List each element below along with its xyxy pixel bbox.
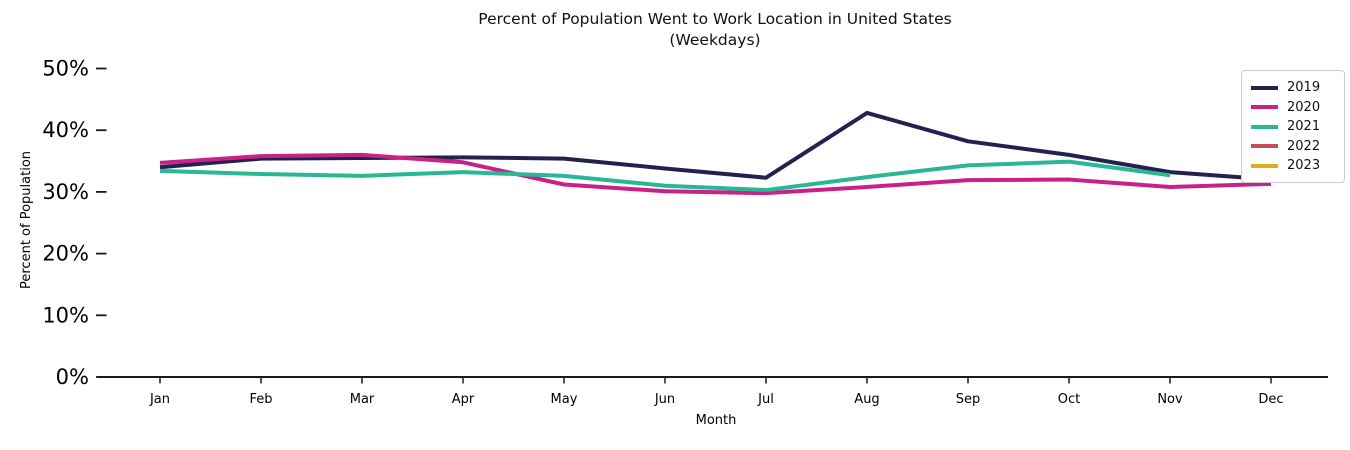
x-tick-label: Apr [452, 392, 475, 407]
legend: 2019 2020 2021 2022 2023 [1241, 70, 1345, 183]
legend-line-swatch-2020 [1251, 105, 1278, 110]
x-tick-label: Jan [149, 392, 170, 407]
legend-label: 2021 [1287, 119, 1321, 135]
legend-item: 2022 [1251, 137, 1335, 157]
x-tick-label: Dec [1258, 392, 1283, 407]
chart-title-line2: (Weekdays) [669, 31, 761, 50]
legend-item: 2019 [1251, 78, 1335, 98]
x-tick-label: Jun [654, 392, 675, 407]
x-tick-label: Feb [249, 392, 272, 407]
y-axis-label: Percent of Population [19, 151, 34, 289]
legend-line-swatch-2019 [1251, 85, 1278, 90]
series-line-2020 [159, 152, 1272, 196]
legend-line-swatch-2023 [1251, 163, 1278, 168]
x-tick-label: Sep [956, 392, 981, 407]
x-tick-label: Oct [1058, 392, 1080, 407]
series-line-2019 [159, 110, 1272, 182]
series-line-2021 [159, 159, 1171, 193]
legend-line-swatch-2021 [1251, 124, 1278, 129]
y-tick-label: 0% [56, 365, 89, 389]
y-tick-label: 20% [42, 242, 89, 266]
y-tick-label: 50% [42, 57, 89, 81]
x-tick-label: Jul [757, 392, 774, 407]
chart-title: Percent of Population Went to Work Locat… [100, 9, 1330, 52]
x-axis-label: Month [696, 413, 737, 428]
legend-label: 2023 [1287, 158, 1321, 174]
legend-label: 2022 [1287, 138, 1321, 154]
legend-line-swatch-2022 [1251, 144, 1278, 149]
legend-item: 2020 [1251, 98, 1335, 118]
y-tick-label: 10% [42, 303, 89, 327]
legend-label: 2019 [1287, 80, 1321, 96]
x-tick-label: May [551, 392, 578, 407]
legend-label: 2020 [1287, 99, 1321, 115]
legend-item: 2021 [1251, 117, 1335, 137]
chart-title-line1: Percent of Population Went to Work Locat… [478, 10, 952, 28]
x-tick-label: Aug [854, 392, 879, 407]
x-tick-label: Mar [350, 392, 375, 407]
x-tick-label: Nov [1157, 392, 1183, 407]
y-tick-label: 40% [42, 118, 89, 142]
y-tick-label: 30% [42, 180, 89, 204]
legend-item: 2023 [1251, 156, 1335, 176]
